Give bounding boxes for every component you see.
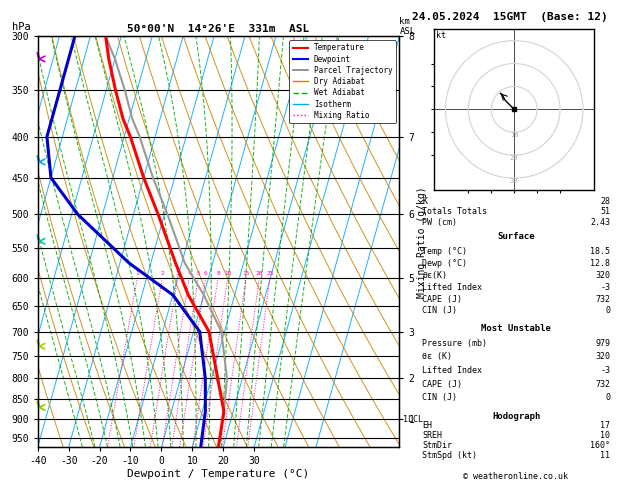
Text: θε (K): θε (K)	[422, 352, 452, 362]
Text: -3: -3	[600, 366, 610, 375]
Text: Lifted Index: Lifted Index	[422, 366, 482, 375]
Text: Most Unstable: Most Unstable	[481, 324, 551, 333]
Text: 15: 15	[242, 271, 250, 276]
Text: 5: 5	[196, 271, 200, 276]
Text: 12.8: 12.8	[590, 259, 610, 268]
Text: kt: kt	[437, 32, 447, 40]
Text: PW (cm): PW (cm)	[422, 218, 457, 227]
Text: 10: 10	[224, 271, 231, 276]
Text: 51: 51	[600, 208, 610, 216]
Text: hPa: hPa	[13, 22, 31, 33]
Y-axis label: Mixing Ratio (g/kg): Mixing Ratio (g/kg)	[417, 186, 427, 297]
Legend: Temperature, Dewpoint, Parcel Trajectory, Dry Adiabat, Wet Adiabat, Isotherm, Mi: Temperature, Dewpoint, Parcel Trajectory…	[289, 40, 396, 123]
Text: 17: 17	[600, 421, 610, 430]
Text: Totals Totals: Totals Totals	[422, 208, 487, 216]
Text: 0: 0	[605, 306, 610, 315]
Text: 2: 2	[160, 271, 164, 276]
Text: 732: 732	[595, 295, 610, 304]
Text: CIN (J): CIN (J)	[422, 306, 457, 315]
Text: 28: 28	[600, 197, 610, 206]
Text: Temp (°C): Temp (°C)	[422, 247, 467, 256]
Text: 20: 20	[255, 271, 263, 276]
Text: EH: EH	[422, 421, 432, 430]
Text: 25: 25	[266, 271, 274, 276]
Text: 10: 10	[510, 132, 518, 138]
Text: 18.5: 18.5	[590, 247, 610, 256]
Text: 10: 10	[600, 431, 610, 440]
Text: 732: 732	[595, 380, 610, 389]
Text: Dewp (°C): Dewp (°C)	[422, 259, 467, 268]
Text: StmDir: StmDir	[422, 441, 452, 450]
Text: 0: 0	[605, 394, 610, 402]
Text: Lifted Index: Lifted Index	[422, 283, 482, 292]
Text: K: K	[422, 197, 427, 206]
Text: 8: 8	[216, 271, 220, 276]
Text: 2.43: 2.43	[590, 218, 610, 227]
Text: © weatheronline.co.uk: © weatheronline.co.uk	[464, 472, 568, 481]
Text: 6: 6	[204, 271, 208, 276]
Text: 24.05.2024  15GMT  (Base: 12): 24.05.2024 15GMT (Base: 12)	[412, 12, 608, 22]
Text: 320: 320	[595, 271, 610, 280]
Text: 20: 20	[510, 155, 518, 161]
Text: 11: 11	[600, 451, 610, 460]
Text: 1: 1	[135, 271, 139, 276]
Text: 3: 3	[176, 271, 180, 276]
Text: StmSpd (kt): StmSpd (kt)	[422, 451, 477, 460]
Text: 979: 979	[595, 339, 610, 348]
Text: 160°: 160°	[590, 441, 610, 450]
Text: 30: 30	[510, 178, 518, 184]
Text: Surface: Surface	[498, 232, 535, 241]
Text: θε(K): θε(K)	[422, 271, 447, 280]
Text: Pressure (mb): Pressure (mb)	[422, 339, 487, 348]
Text: SREH: SREH	[422, 431, 442, 440]
Text: 320: 320	[595, 352, 610, 362]
Text: 1LCL: 1LCL	[403, 415, 423, 424]
Text: Hodograph: Hodograph	[492, 412, 540, 421]
Title: 50°00'N  14°26'E  331m  ASL: 50°00'N 14°26'E 331m ASL	[128, 24, 309, 35]
X-axis label: Dewpoint / Temperature (°C): Dewpoint / Temperature (°C)	[128, 469, 309, 479]
Text: CAPE (J): CAPE (J)	[422, 295, 462, 304]
Text: CIN (J): CIN (J)	[422, 394, 457, 402]
Text: 4: 4	[187, 271, 191, 276]
Text: -3: -3	[600, 283, 610, 292]
Text: CAPE (J): CAPE (J)	[422, 380, 462, 389]
Text: km
ASL: km ASL	[399, 17, 416, 36]
